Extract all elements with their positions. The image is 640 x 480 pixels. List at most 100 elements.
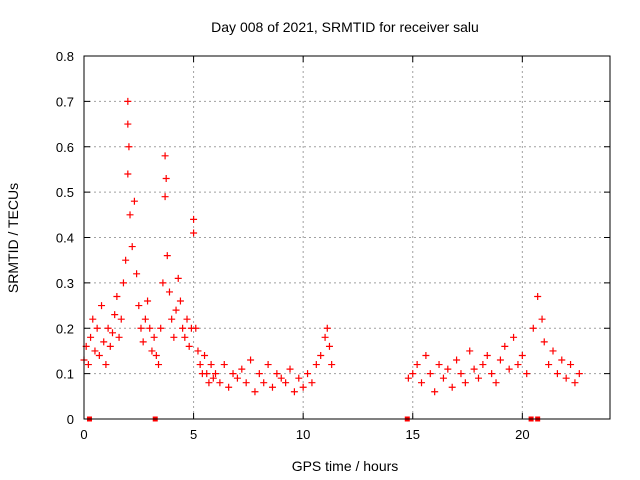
- data-point: [242, 379, 250, 387]
- y-tick-label: 0: [67, 412, 74, 427]
- data-point: [501, 342, 509, 350]
- data-point: [100, 338, 108, 346]
- data-point: [216, 379, 224, 387]
- data-point: [505, 365, 513, 373]
- data-point: [161, 193, 169, 201]
- data-point: [483, 351, 491, 359]
- data-point: [115, 333, 123, 341]
- data-point: [124, 97, 132, 105]
- data-point: [325, 342, 333, 350]
- y-tick-label: 0.6: [56, 140, 74, 155]
- data-point: [163, 252, 171, 260]
- data-point: [431, 388, 439, 396]
- chart-title: Day 008 of 2021, SRMTID for receiver sal…: [211, 19, 479, 35]
- data-point: [567, 361, 575, 369]
- data-point: [212, 370, 219, 378]
- data-point: [317, 351, 325, 359]
- data-point: [106, 342, 114, 350]
- data-point: [98, 302, 106, 310]
- data-point: [422, 351, 430, 359]
- data-point: [95, 351, 103, 359]
- data-point: [496, 356, 504, 364]
- data-point: [426, 370, 434, 378]
- x-axis-label: GPS time / hours: [292, 458, 399, 474]
- data-point: [523, 370, 531, 378]
- data-point: [139, 338, 147, 346]
- data-point: [518, 351, 526, 359]
- y-tick-label: 0.2: [56, 321, 74, 336]
- data-point: [179, 324, 187, 332]
- data-point: [308, 379, 316, 387]
- data-point: [233, 374, 241, 382]
- data-point: [111, 311, 119, 319]
- data-point: [185, 342, 193, 350]
- y-tick-label: 0.3: [56, 276, 74, 291]
- data-point: [207, 361, 215, 369]
- data-point: [299, 383, 307, 391]
- data-point: [282, 379, 290, 387]
- y-tick-label: 0.5: [56, 185, 74, 200]
- data-point: [575, 370, 583, 378]
- data-point: [321, 333, 329, 341]
- data-point: [562, 374, 570, 382]
- data-point: [174, 274, 182, 282]
- data-point: [84, 361, 92, 369]
- data-point: [113, 292, 121, 300]
- data-point: [558, 356, 566, 364]
- data-point: [571, 379, 579, 387]
- data-point: [238, 365, 246, 373]
- x-tick-label: 0: [80, 427, 87, 442]
- data-point: [162, 175, 170, 183]
- data-point: [124, 170, 132, 178]
- y-tick-label: 0.4: [56, 231, 74, 246]
- data-point: [196, 361, 204, 369]
- data-point: [466, 347, 474, 355]
- data-point: [130, 197, 138, 205]
- data-point: [251, 388, 259, 396]
- data-point: [444, 365, 452, 373]
- data-point: [133, 270, 141, 278]
- data-point: [404, 374, 412, 382]
- data-point: [172, 306, 180, 314]
- data-point: [312, 361, 320, 369]
- data-point: [323, 324, 331, 332]
- data-point: [439, 374, 447, 382]
- data-point: [126, 211, 134, 219]
- data-point: [286, 365, 294, 373]
- data-point: [409, 370, 417, 378]
- data-point: [470, 365, 478, 373]
- data-point: [104, 324, 112, 332]
- data-point: [150, 333, 158, 341]
- data-point: [413, 361, 421, 369]
- data-point: [225, 383, 233, 391]
- data-point: [255, 370, 263, 378]
- data-point: [295, 374, 303, 382]
- data-point: [161, 152, 169, 160]
- plot-frame: [83, 55, 611, 420]
- data-point: [457, 370, 465, 378]
- y-tick-label: 0.7: [56, 94, 74, 109]
- data-point: [448, 383, 456, 391]
- data-point: [435, 361, 443, 369]
- data-point: [137, 324, 145, 332]
- data-point: [205, 379, 213, 387]
- y-tick-label: 0.1: [56, 367, 74, 382]
- x-tick-label: 5: [190, 427, 197, 442]
- data-point: [119, 279, 127, 287]
- data-point: [192, 324, 200, 332]
- data-point: [125, 143, 133, 151]
- data-points: [80, 97, 583, 396]
- data-point: [529, 324, 537, 332]
- data-point: [190, 215, 198, 223]
- data-point: [181, 333, 189, 341]
- data-point: [209, 374, 217, 382]
- data-point: [277, 374, 285, 382]
- data-point: [155, 361, 163, 369]
- data-point: [144, 297, 152, 305]
- x-tick-label: 15: [406, 427, 420, 442]
- data-point: [203, 370, 211, 378]
- x-tick-label: 10: [296, 427, 310, 442]
- data-point: [165, 288, 173, 296]
